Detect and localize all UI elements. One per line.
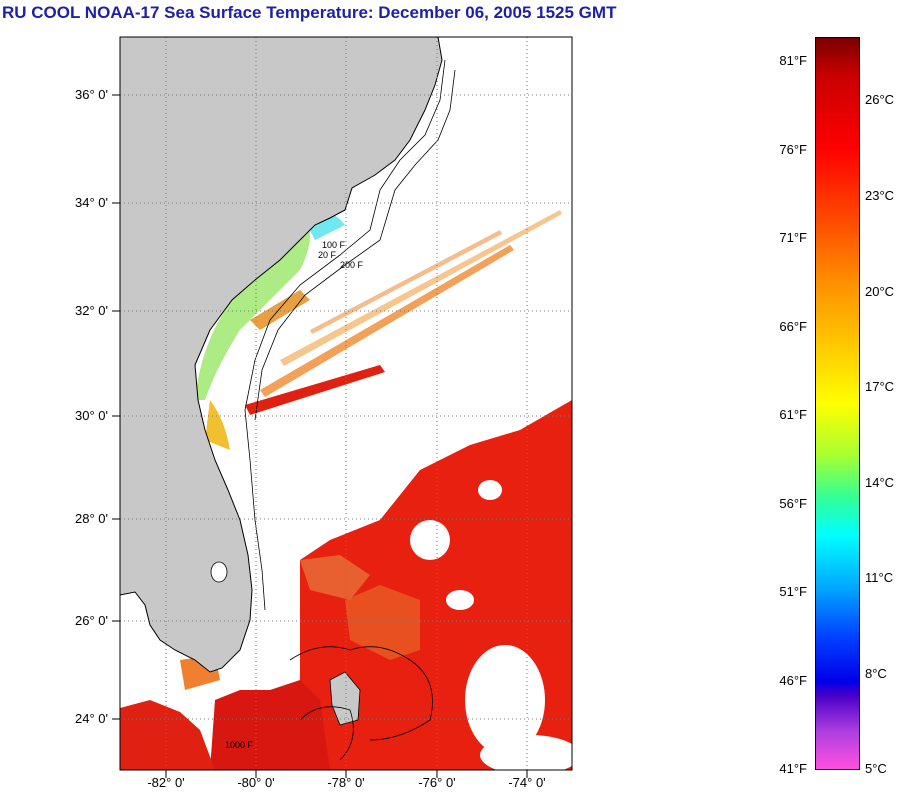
lon-label: -82° 0' <box>147 775 185 790</box>
lat-label: 26° 0' <box>75 613 108 628</box>
lake-okeechobee <box>210 561 228 583</box>
contour-label: 20 F <box>318 250 337 260</box>
graticule <box>120 37 572 770</box>
colorbar-celsius-label: 20°C <box>865 284 895 299</box>
lon-label: -74° 0' <box>508 775 546 790</box>
map-title: RU COOL NOAA-17 Sea Surface Temperature:… <box>2 3 617 22</box>
cuba-land <box>329 671 361 726</box>
contour-label: 1000 F <box>225 740 254 750</box>
colorbar-fahrenheit-label: 51°F <box>779 584 807 599</box>
contour-label: 100 F <box>322 240 346 250</box>
lat-label: 36° 0' <box>75 87 108 102</box>
lon-label: -78° 0' <box>327 775 365 790</box>
colorbar-fahrenheit-label: 66°F <box>779 319 807 334</box>
colorbar-fahrenheit-label: 41°F <box>779 761 807 776</box>
colorbar-celsius-label: 5°C <box>865 761 887 776</box>
lat-label: 24° 0' <box>75 711 108 726</box>
colorbar-celsius-label: 11°C <box>865 570 894 585</box>
lon-label: -80° 0' <box>237 775 275 790</box>
colorbar-celsius-label: 17°C <box>865 379 895 394</box>
colorbar-celsius-label: 26°C <box>865 92 895 107</box>
colorbar-fahrenheit-label: 81°F <box>779 53 807 68</box>
lat-label: 34° 0' <box>75 195 108 210</box>
lat-label: 30° 0' <box>75 408 108 423</box>
colorbar-celsius-label: 8°C <box>865 666 887 681</box>
colorbar-celsius-label: 23°C <box>865 188 895 203</box>
us-southeast-land <box>119 36 443 673</box>
colorbar-fahrenheit-label: 76°F <box>779 142 807 157</box>
colorbar-fahrenheit-label: 71°F <box>779 230 807 245</box>
colorbar-fahrenheit-label: 56°F <box>779 496 807 511</box>
lat-label: 28° 0' <box>75 511 108 526</box>
contour-label: 200 F <box>340 260 364 270</box>
axis-ticks <box>112 94 528 778</box>
temperature-colorbar <box>815 37 860 770</box>
colorbar-fahrenheit-label: 46°F <box>779 673 807 688</box>
lat-label: 32° 0' <box>75 303 108 318</box>
depth-contours <box>244 59 456 761</box>
lon-label: -76° 0' <box>418 775 456 790</box>
colorbar-fahrenheit-label: 61°F <box>779 407 807 422</box>
shelf-water-streaks <box>120 210 562 690</box>
warm-water-region <box>120 400 580 775</box>
colorbar-celsius-label: 14°C <box>865 475 895 490</box>
